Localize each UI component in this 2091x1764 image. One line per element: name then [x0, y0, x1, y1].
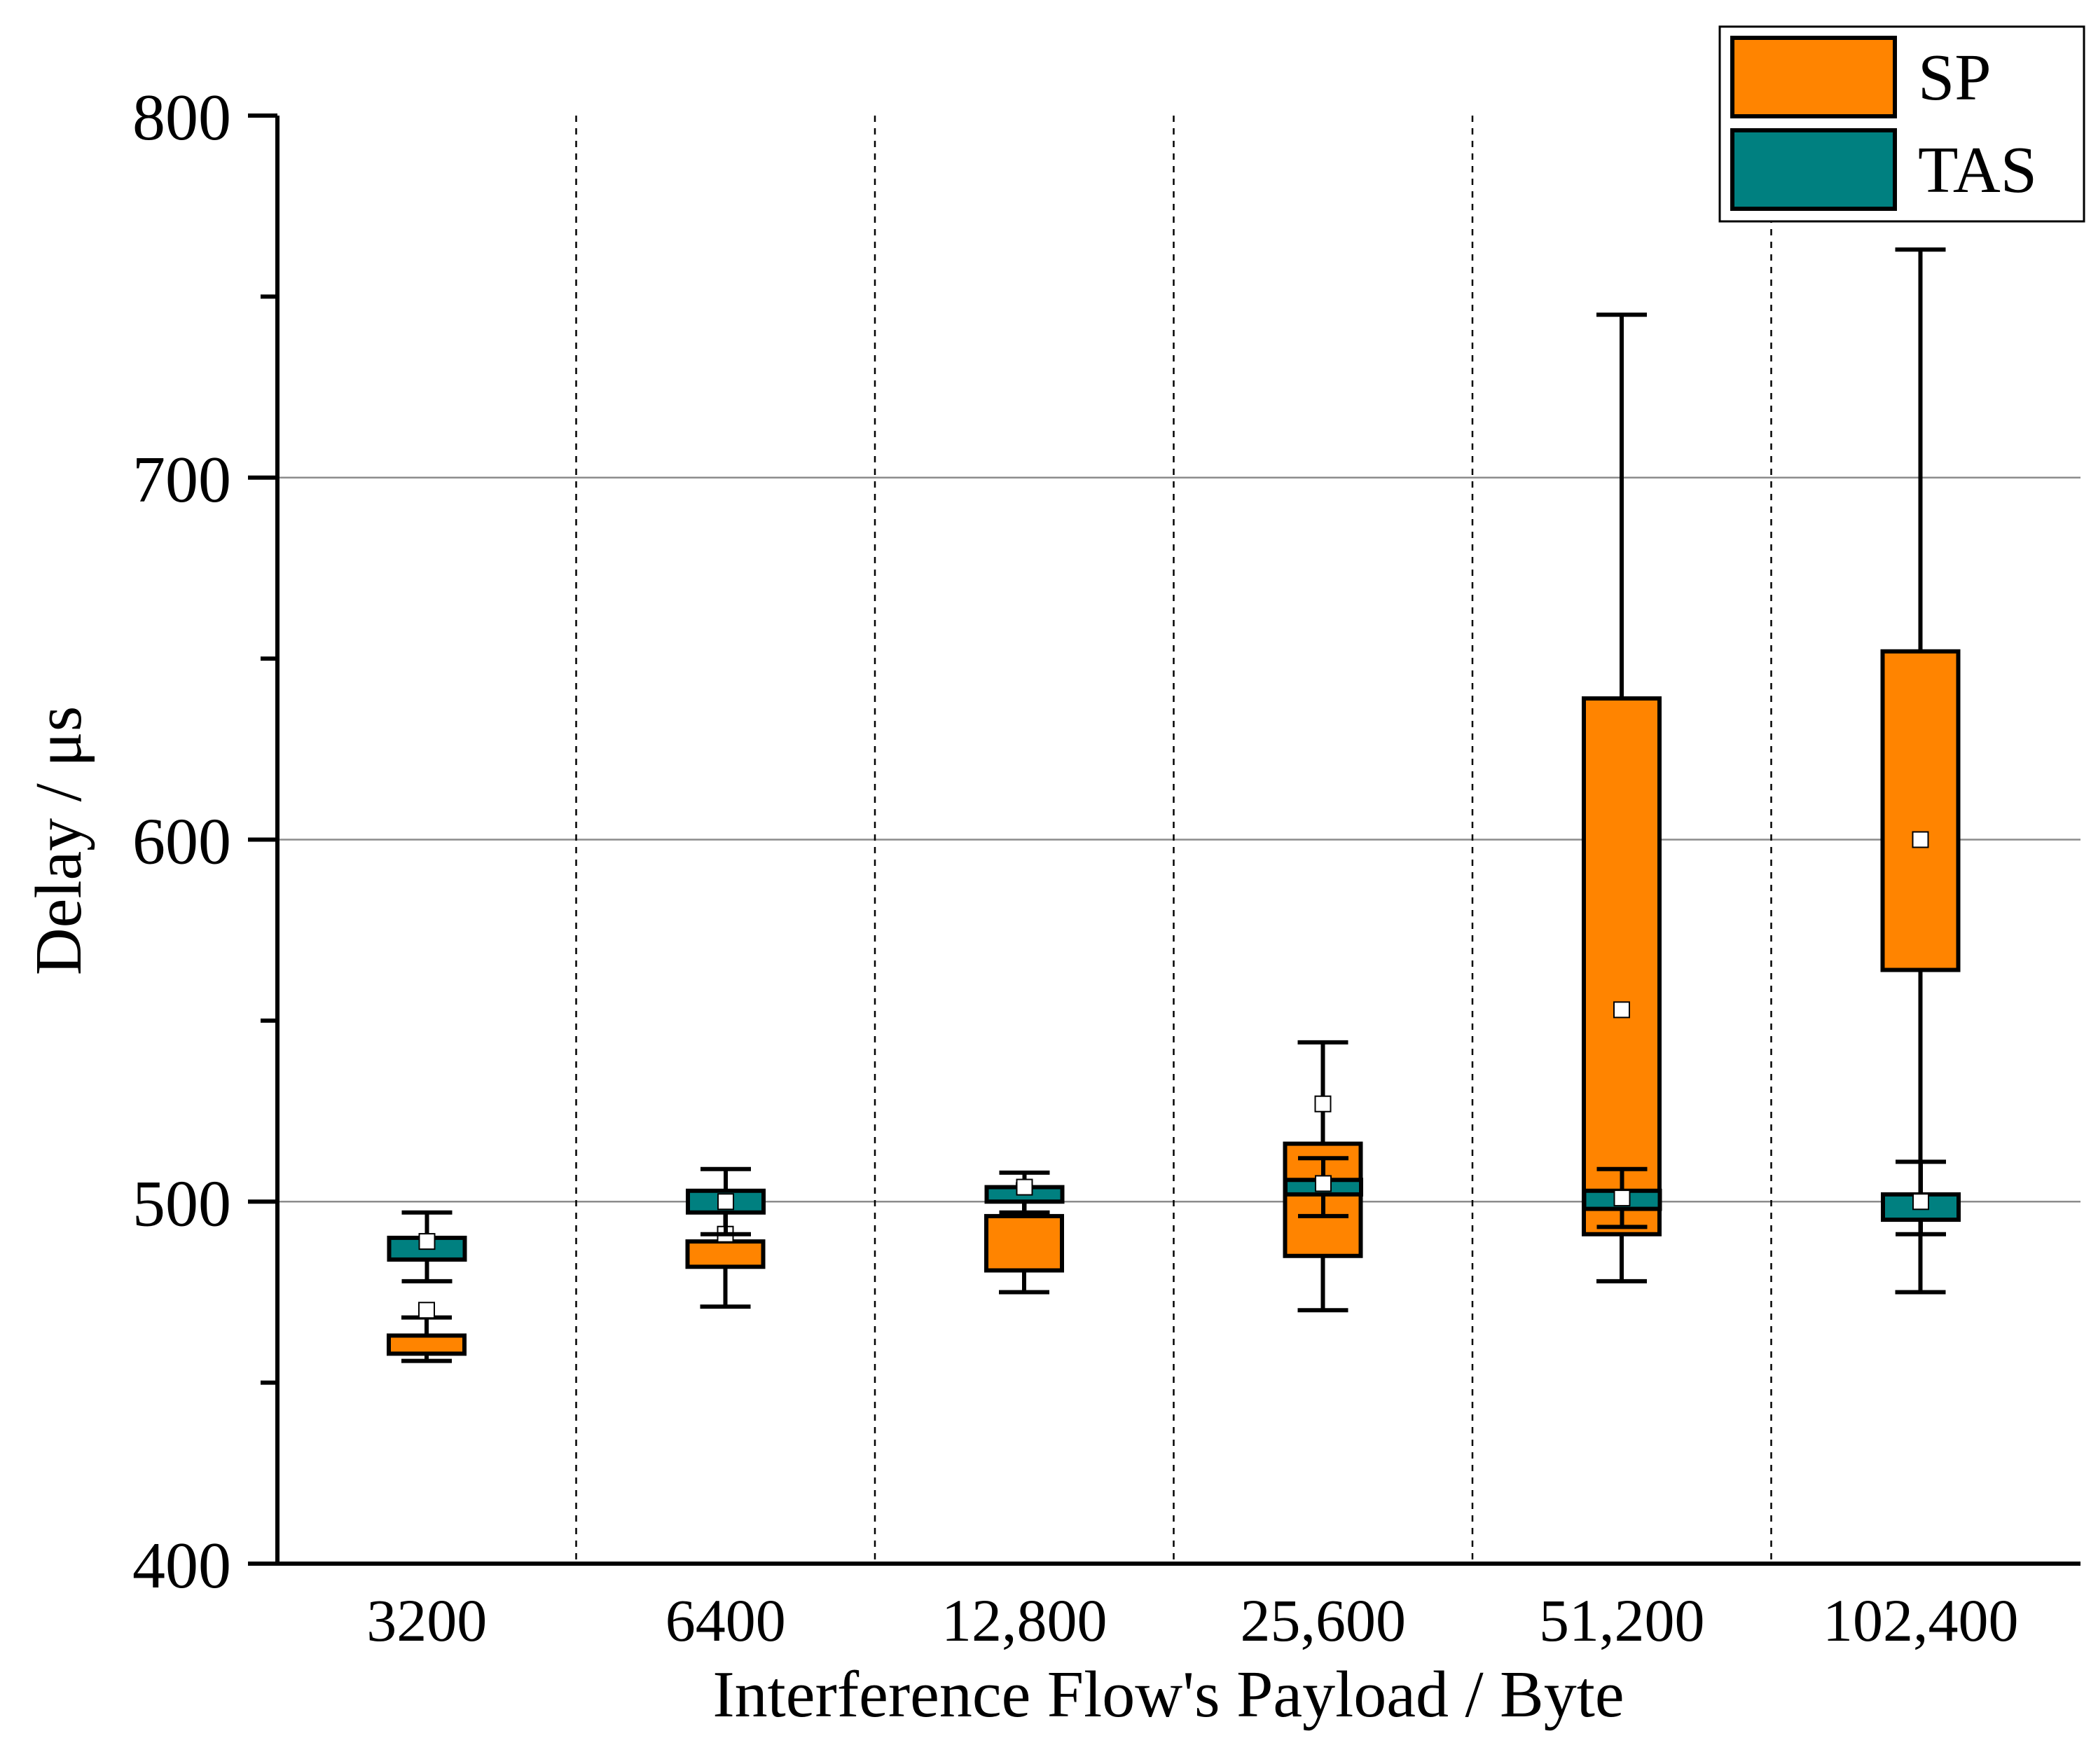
- mean-marker: [1912, 831, 1929, 848]
- box-sp-4: [1582, 312, 1662, 1283]
- y-tick-label: 600: [132, 806, 231, 878]
- mean-marker: [1314, 1095, 1332, 1112]
- y-tick-label: 800: [132, 81, 231, 154]
- x-axis-tick-labels: 3200 6400 12,800 25,600 51,200 102,400: [366, 1587, 2018, 1654]
- legend-label-tas: TAS: [1918, 134, 2037, 207]
- box-tas-3: [1283, 1156, 1363, 1218]
- box-tas-2: [984, 1170, 1065, 1215]
- grid-lines: [277, 476, 2080, 1203]
- mean-marker: [1016, 1178, 1033, 1196]
- box-tas-1: [686, 1166, 766, 1236]
- axes: [275, 116, 2080, 1566]
- box-tas-5: [1881, 1159, 1961, 1236]
- legend-label-sp: SP: [1918, 41, 1992, 114]
- x-tick-label: 12,800: [941, 1587, 1107, 1654]
- x-axis-title: Interference Flow's Payload / Byte: [712, 1658, 1624, 1731]
- box-iqr: [685, 1239, 766, 1269]
- y-tick-label: 400: [132, 1529, 231, 1602]
- mean-marker: [418, 1233, 436, 1250]
- mean-marker: [717, 1193, 734, 1211]
- x-tick-label: 25,600: [1241, 1587, 1407, 1654]
- box-sp-5: [1880, 247, 1961, 1295]
- legend-swatch-tas: [1730, 128, 1897, 211]
- mean-marker: [1613, 1001, 1630, 1019]
- category-separators: [575, 116, 1772, 1564]
- box-sp-0: [387, 1302, 467, 1363]
- x-tick-label: 6400: [665, 1587, 786, 1654]
- mean-marker: [1912, 1193, 1929, 1211]
- box-iqr: [387, 1333, 467, 1356]
- box-iqr: [1582, 696, 1662, 1236]
- y-tick-label: 700: [132, 443, 231, 516]
- y-axis-ticks: 400 500 600 700 800: [132, 81, 277, 1602]
- mean-marker: [418, 1302, 435, 1319]
- y-tick-label: 500: [132, 1167, 231, 1240]
- mean-marker: [1613, 1190, 1631, 1207]
- legend-swatch-sp: [1730, 36, 1897, 118]
- boxes: [387, 247, 1961, 1363]
- box-tas-0: [387, 1210, 467, 1283]
- box-iqr: [984, 1213, 1064, 1273]
- x-tick-label: 51,200: [1539, 1587, 1705, 1654]
- legend: SP TAS: [1718, 25, 2085, 223]
- box-iqr: [1880, 649, 1961, 972]
- x-tick-label: 3200: [366, 1587, 487, 1654]
- x-tick-label: 102,400: [1823, 1587, 2019, 1654]
- y-axis-title: Delay / μs: [22, 706, 95, 976]
- mean-marker: [1315, 1175, 1332, 1192]
- box-tas-4: [1582, 1166, 1662, 1229]
